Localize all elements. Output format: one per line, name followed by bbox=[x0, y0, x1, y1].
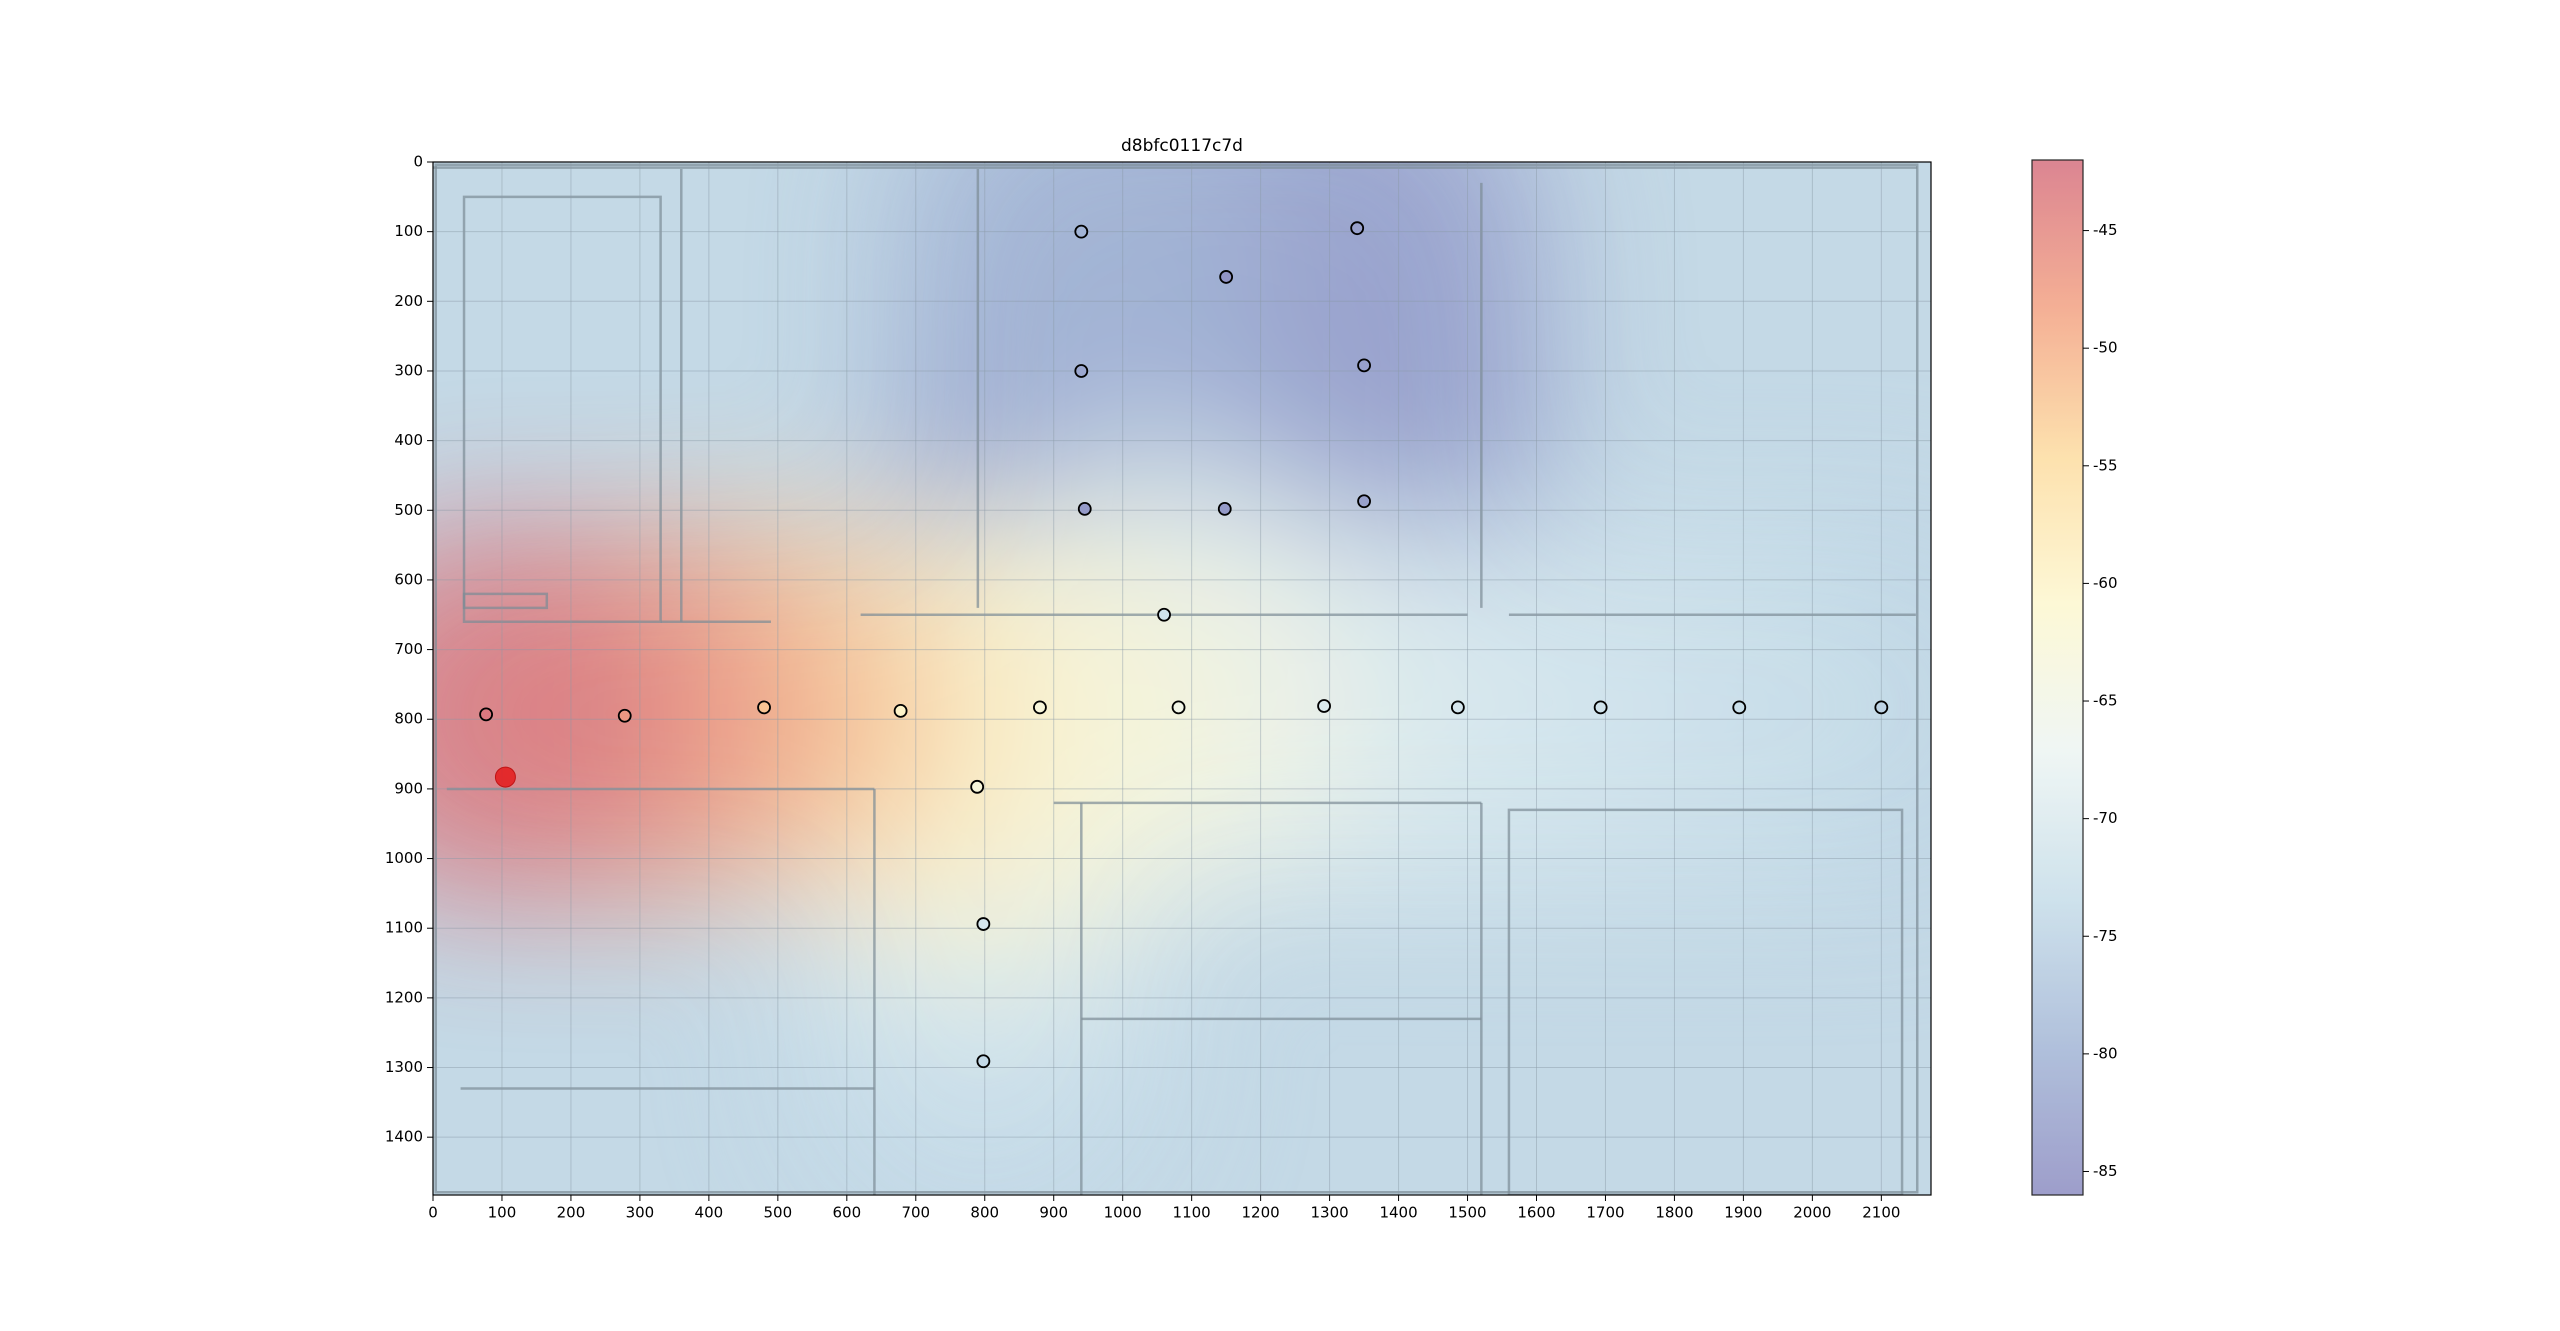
measurement-point bbox=[893, 703, 908, 718]
y-tick-label: 600 bbox=[394, 570, 423, 588]
x-tick-label: 1600 bbox=[1517, 1204, 1555, 1222]
heat-blob bbox=[891, 162, 1272, 422]
measurement-point bbox=[1074, 224, 1089, 239]
x-tick-label: 700 bbox=[901, 1204, 930, 1222]
y-tick-label: 0 bbox=[413, 153, 423, 171]
x-tick-label: 2000 bbox=[1793, 1204, 1831, 1222]
x-tick-label: 1900 bbox=[1724, 1204, 1762, 1222]
x-tick-label: 2100 bbox=[1862, 1204, 1900, 1222]
x-tick-label: 300 bbox=[626, 1204, 655, 1222]
colorbar-tick-label: -85 bbox=[2093, 1162, 2118, 1180]
x-tick-label: 1300 bbox=[1310, 1204, 1348, 1222]
measurement-point bbox=[1350, 221, 1365, 236]
y-tick-label: 400 bbox=[394, 431, 423, 449]
y-tick-label: 100 bbox=[394, 222, 423, 240]
location-marker bbox=[494, 766, 516, 788]
grid bbox=[433, 162, 1931, 1195]
plot-area bbox=[433, 162, 1931, 1195]
y-tick-label: 800 bbox=[394, 710, 423, 728]
measurement-point bbox=[1033, 700, 1047, 715]
colorbar-tick-label: -75 bbox=[2093, 927, 2118, 945]
x-tick-label: 1200 bbox=[1242, 1204, 1280, 1222]
measurement-point bbox=[1593, 700, 1608, 715]
colorbar bbox=[2031, 159, 2084, 1196]
x-tick-label: 1100 bbox=[1173, 1204, 1211, 1222]
y-tick-label: 1100 bbox=[385, 919, 423, 937]
measurement-point bbox=[1450, 700, 1465, 715]
x-tick-label: 800 bbox=[970, 1204, 999, 1222]
x-tick-label: 500 bbox=[764, 1204, 793, 1222]
measurement-point bbox=[617, 708, 632, 723]
measurement-point bbox=[1357, 358, 1371, 373]
colorbar-tick-label: -70 bbox=[2093, 809, 2118, 827]
colorbar-tick-label: -50 bbox=[2093, 339, 2118, 357]
heat-blob bbox=[433, 524, 677, 905]
measurement-point bbox=[976, 1054, 991, 1069]
measurement-point bbox=[1219, 270, 1234, 284]
y-tick-label: 1400 bbox=[385, 1128, 423, 1146]
colorbar-tick-label: -65 bbox=[2093, 692, 2118, 710]
x-tick-label: 200 bbox=[557, 1204, 586, 1222]
colorbar-tick-label: -45 bbox=[2093, 221, 2118, 239]
y-tick-label: 700 bbox=[394, 640, 423, 658]
y-tick-label: 1200 bbox=[385, 988, 423, 1006]
measurement-point bbox=[1357, 494, 1371, 509]
x-tick-label: 1000 bbox=[1104, 1204, 1142, 1222]
y-tick-label: 900 bbox=[394, 779, 423, 797]
y-tick-label: 300 bbox=[394, 361, 423, 379]
measurement-point bbox=[1874, 700, 1889, 715]
x-tick-label: 1700 bbox=[1586, 1204, 1624, 1222]
measurement-point bbox=[1317, 699, 1331, 713]
measurement-point bbox=[976, 917, 991, 931]
measurement-point bbox=[1077, 501, 1092, 516]
measurement-point bbox=[1217, 501, 1232, 516]
measurement-point bbox=[757, 700, 771, 715]
colorbar-tick-label: -80 bbox=[2093, 1044, 2118, 1062]
y-tick-label: 500 bbox=[394, 501, 423, 519]
measurement-point bbox=[1074, 364, 1089, 378]
y-tick-label: 1000 bbox=[385, 849, 423, 867]
x-tick-label: 600 bbox=[832, 1204, 861, 1222]
floor-plan bbox=[433, 165, 1917, 1195]
x-tick-label: 400 bbox=[695, 1204, 724, 1222]
x-tick-label: 1500 bbox=[1448, 1204, 1486, 1222]
colorbar-tick-label: -60 bbox=[2093, 574, 2118, 592]
y-tick-label: 1300 bbox=[385, 1058, 423, 1076]
plot-frame bbox=[432, 161, 1932, 1196]
axes: 0 100 200 300 400 500 600 700 800 900 1000 1100 1200… bbox=[385, 153, 1901, 1222]
measurement-point bbox=[1732, 700, 1747, 715]
measurement-point bbox=[479, 707, 494, 722]
measurement-point bbox=[970, 779, 985, 794]
x-tick-label: 1400 bbox=[1379, 1204, 1417, 1222]
points bbox=[479, 221, 1889, 1069]
x-tick-label: 900 bbox=[1039, 1204, 1068, 1222]
x-tick-label: 100 bbox=[488, 1204, 517, 1222]
measurement-point bbox=[1171, 700, 1186, 715]
colorbar-tick-label: -55 bbox=[2093, 456, 2118, 474]
y-tick-label: 200 bbox=[394, 292, 423, 310]
x-tick-label: 0 bbox=[428, 1204, 438, 1222]
colorbar-axis: -45 -50 -55 -60 -65 -70 -75 -80 -85 bbox=[2083, 221, 2118, 1180]
chart-title: d8bfc0117c7d bbox=[1121, 136, 1243, 156]
measurement-point bbox=[1157, 607, 1171, 622]
x-tick-label: 1800 bbox=[1655, 1204, 1693, 1222]
